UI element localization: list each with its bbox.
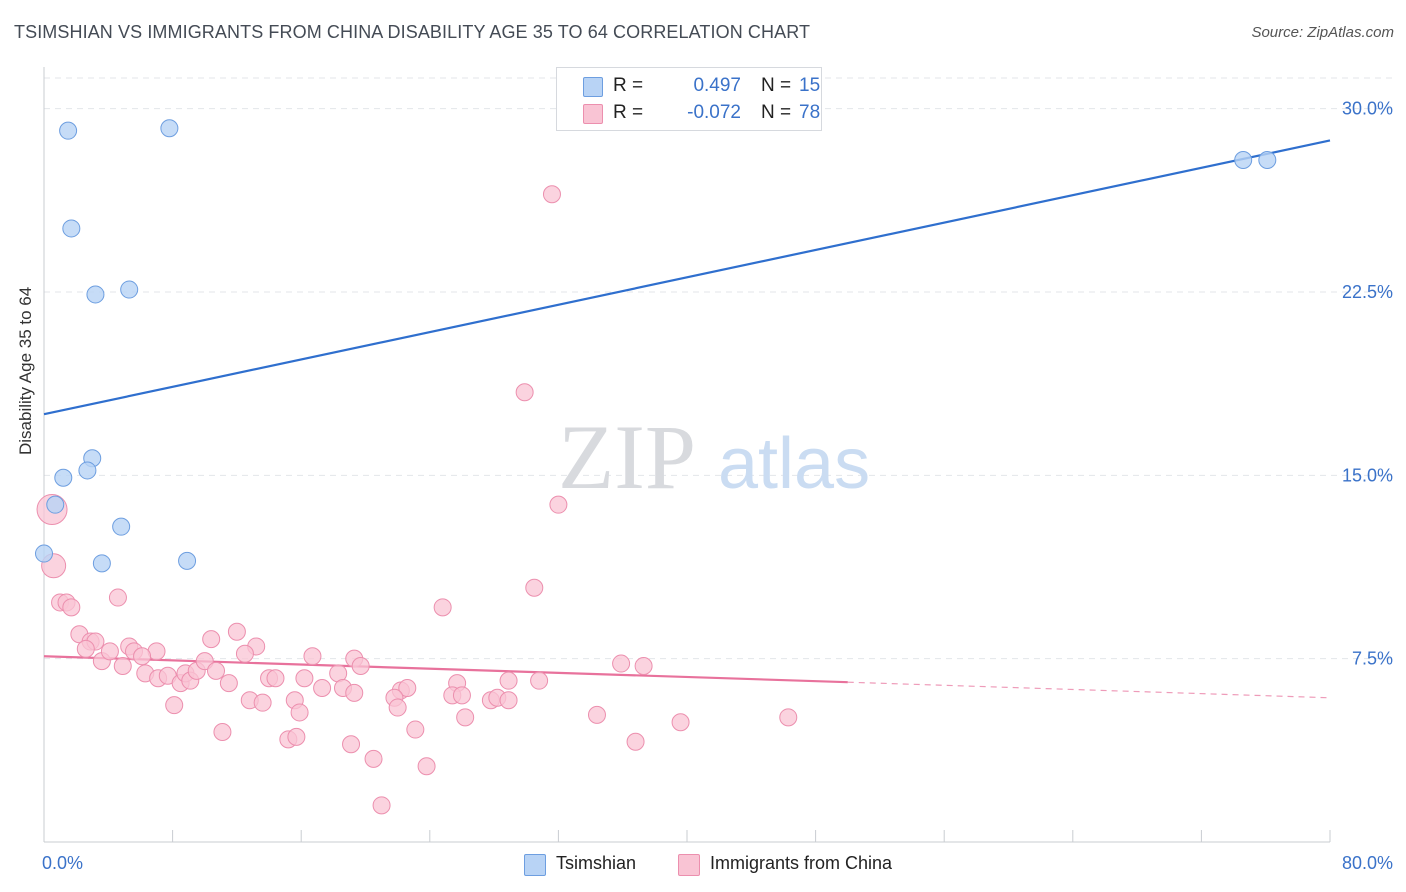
correlation-legend: R = 0.497 N = 15 R = -0.072 N = 78: [556, 67, 822, 131]
point-tsimshian: [54, 468, 73, 487]
point-immigrants-china: [587, 705, 606, 724]
point-immigrants-china: [345, 683, 364, 702]
point-immigrants-china: [452, 686, 471, 705]
y-axis-label: Disability Age 35 to 64: [16, 286, 35, 455]
point-immigrants-china: [165, 696, 184, 715]
point-tsimshian: [178, 551, 197, 570]
point-immigrants-china: [342, 735, 361, 754]
point-immigrants-china: [213, 723, 232, 741]
watermark: ZIP atlas: [558, 406, 870, 508]
point-tsimshian: [46, 495, 65, 514]
tick-labels: 7.5% 15.0% 22.5% 30.0% 0.0% 80.0%: [42, 99, 1393, 873]
point-immigrants-china: [364, 749, 383, 768]
watermark-atlas: atlas: [718, 424, 870, 504]
y-tick-label: 7.5%: [1352, 649, 1393, 669]
axes: [43, 67, 1331, 843]
point-immigrants-china: [303, 647, 322, 666]
point-tsimshian: [112, 517, 131, 536]
point-tsimshian: [1234, 151, 1253, 169]
point-immigrants-china: [388, 698, 407, 717]
point-immigrants-china: [433, 598, 452, 617]
point-immigrants-china: [542, 185, 561, 204]
point-immigrants-china: [417, 757, 436, 776]
trend-line-tsimshian: [43, 139, 1331, 416]
legend-n-value: 78: [799, 102, 821, 123]
point-immigrants-china: [295, 669, 314, 688]
point-tsimshian: [78, 461, 97, 480]
bottom-legend-label-immigrants-china: Immigrants from China: [710, 853, 893, 873]
point-immigrants-china: [219, 674, 238, 693]
trend-line-immigrants-china-extension: [847, 681, 1331, 699]
point-immigrants-china: [372, 796, 391, 815]
y-tick-label: 15.0%: [1342, 465, 1393, 485]
point-immigrants-china: [287, 727, 306, 746]
point-immigrants-china: [499, 691, 518, 710]
point-immigrants-china: [499, 671, 518, 690]
point-immigrants-china: [290, 703, 309, 722]
point-immigrants-china: [779, 708, 798, 727]
grid: [44, 77, 1392, 660]
point-immigrants-china: [62, 598, 81, 617]
point-immigrants-china: [76, 639, 95, 658]
point-immigrants-china: [549, 495, 568, 514]
data-points: [35, 119, 1277, 815]
point-immigrants-china: [235, 644, 254, 663]
bottom-legend-swatch-immigrants-china: [678, 854, 700, 876]
chart-title: TSIMSHIAN VS IMMIGRANTS FROM CHINA DISAB…: [14, 22, 811, 42]
point-immigrants-china: [671, 713, 690, 732]
point-immigrants-china: [351, 657, 370, 675]
y-tick-label: 22.5%: [1342, 282, 1393, 302]
point-immigrants-china: [406, 720, 425, 739]
legend-r-value: 0.497: [693, 75, 741, 96]
point-immigrants-china: [227, 622, 246, 641]
legend-r-label: R =: [613, 102, 644, 123]
point-immigrants-china: [266, 669, 285, 688]
point-tsimshian: [160, 119, 179, 138]
x-tick-label-max: 80.0%: [1342, 853, 1393, 873]
point-tsimshian: [92, 554, 111, 573]
x-tick-label-min: 0.0%: [42, 853, 83, 873]
bottom-legend-label-tsimshian: Tsimshian: [556, 853, 637, 873]
point-tsimshian: [1258, 151, 1277, 169]
point-tsimshian: [120, 280, 139, 299]
y-tick-label: 30.0%: [1342, 99, 1393, 119]
source-label: Source: ZipAtlas.com: [1251, 24, 1394, 41]
point-tsimshian: [86, 285, 105, 304]
point-immigrants-china: [108, 588, 127, 607]
bottom-legend-swatch-tsimshian: [524, 854, 546, 876]
legend-r-label: R =: [613, 75, 644, 96]
legend-n-label: N =: [761, 75, 792, 96]
point-immigrants-china: [634, 657, 653, 675]
legend-swatch-tsimshian: [583, 77, 603, 97]
legend-swatch-immigrants-china: [583, 104, 603, 124]
point-immigrants-china: [612, 654, 631, 673]
trend-line-immigrants-china: [43, 655, 848, 684]
point-immigrants-china: [525, 578, 544, 597]
point-immigrants-china: [253, 693, 272, 712]
point-immigrants-china: [398, 679, 417, 697]
legend-n-label: N =: [761, 102, 792, 123]
point-immigrants-china: [515, 383, 534, 402]
point-immigrants-china: [530, 671, 549, 690]
point-immigrants-china: [202, 630, 221, 649]
point-immigrants-china: [626, 732, 645, 751]
point-immigrants-china: [313, 679, 332, 697]
legend-r-value: -0.072: [687, 102, 741, 123]
point-immigrants-china: [100, 642, 119, 661]
point-immigrants-china: [456, 708, 475, 727]
point-immigrants-china: [133, 647, 152, 666]
point-immigrants-china: [113, 657, 132, 675]
point-tsimshian: [35, 544, 53, 563]
legend-n-value: 15: [799, 75, 821, 96]
trend-lines: [43, 139, 1331, 699]
watermark-zip: ZIP: [558, 406, 696, 508]
point-immigrants-china: [207, 661, 226, 680]
point-tsimshian: [59, 121, 78, 140]
point-tsimshian: [62, 219, 81, 238]
